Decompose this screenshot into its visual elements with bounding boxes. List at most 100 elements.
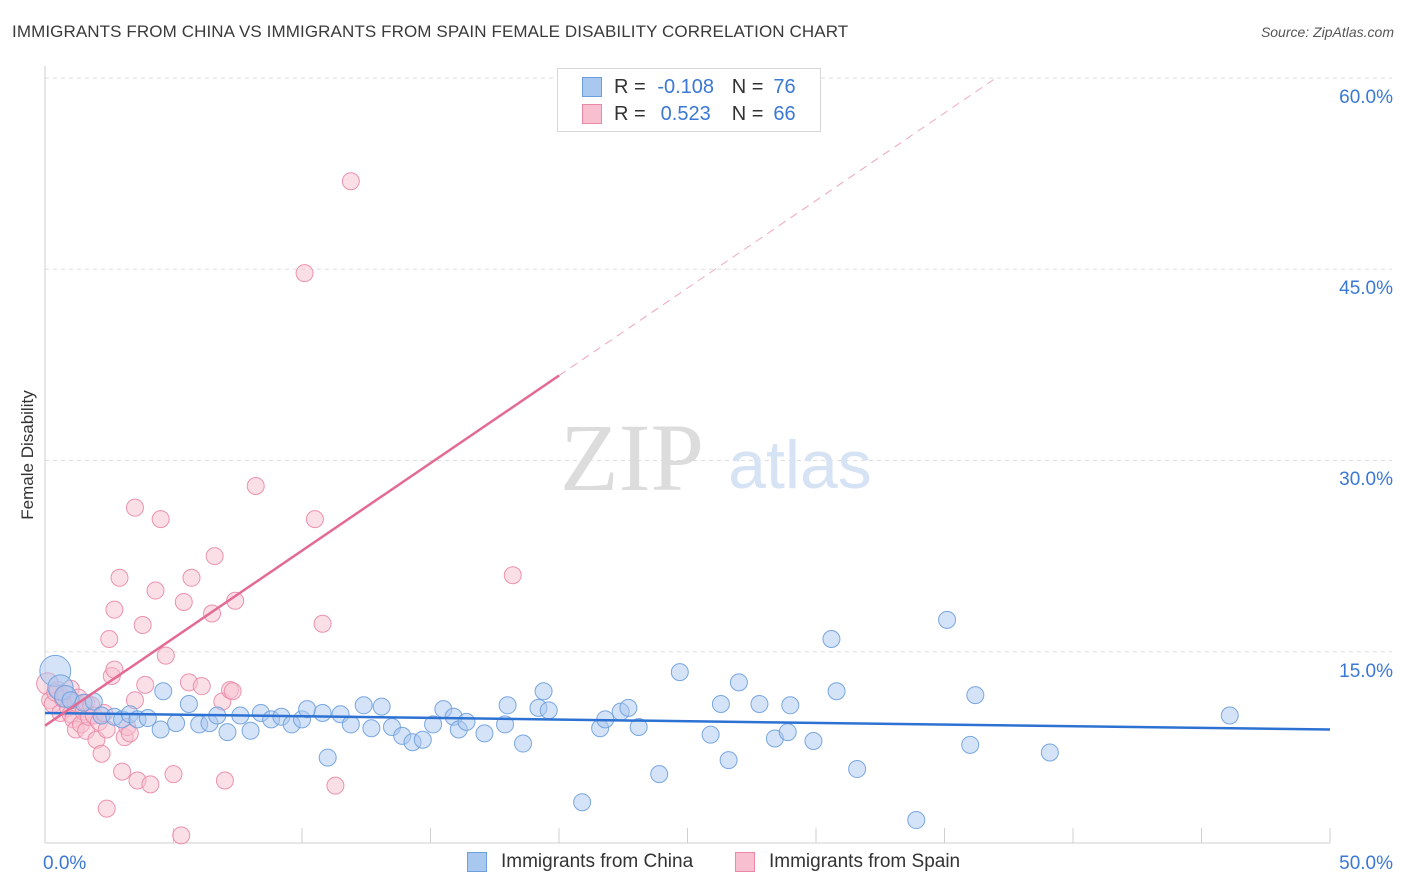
spain-point-41: [141, 775, 160, 794]
china-point-31: [341, 715, 360, 734]
spain-point-44: [156, 646, 175, 665]
china-point-28: [313, 703, 332, 722]
china-point-51: [573, 793, 592, 812]
legend-n-label-spain: N =: [731, 102, 764, 125]
china-point-55: [619, 698, 638, 717]
china-point-68: [822, 630, 841, 648]
china-point-71: [907, 811, 926, 830]
bottom-legend-swatch-spain: [735, 852, 755, 872]
legend-n-label-china: N =: [731, 75, 764, 98]
legend-r-value-spain: 0.523: [660, 102, 711, 125]
x-tick-min: 0.0%: [43, 853, 87, 874]
china-point-14: [167, 714, 186, 733]
spain-point-60: [305, 510, 324, 529]
bottom-legend-label-spain: Immigrants from Spain: [769, 851, 961, 872]
china-point-61: [719, 751, 738, 770]
spain-point-64: [503, 566, 522, 585]
china-point-32: [354, 696, 373, 715]
spain-point-43: [151, 510, 170, 529]
spain-point-31: [110, 568, 129, 587]
china-point-57: [650, 765, 669, 784]
chart-title: IMMIGRANTS FROM CHINA VS IMMIGRANTS FROM…: [12, 22, 849, 41]
spain-point-24: [92, 744, 111, 763]
bottom-legend-swatch-china: [467, 852, 487, 872]
china-point-43: [457, 712, 476, 731]
china-point-75: [1040, 743, 1059, 762]
spain-point-45: [164, 765, 183, 784]
spain-point-62: [326, 776, 345, 795]
y-tick-45: 45.0%: [1339, 278, 1393, 299]
spain-point-35: [120, 724, 139, 743]
china-point-49: [534, 682, 553, 701]
china-point-19: [218, 723, 237, 742]
china-point-15: [179, 695, 198, 714]
china-point-67: [804, 732, 823, 750]
china-point-76: [1220, 706, 1239, 725]
spain-point-61: [313, 614, 332, 633]
spain-point-27: [100, 630, 119, 648]
china-point-62: [729, 673, 748, 692]
spain-point-47: [174, 593, 193, 612]
legend-swatch-china: [582, 77, 602, 97]
china-point-65: [778, 723, 797, 742]
bottom-legend-spain: Immigrants from Spain: [735, 851, 960, 873]
x-tick-max: 50.0%: [1339, 853, 1393, 874]
y-tick-60: 60.0%: [1339, 87, 1393, 108]
china-point-47: [514, 734, 533, 753]
spain-point-49: [182, 568, 201, 587]
legend-row-china: R = -0.108 N = 76: [582, 75, 796, 99]
china-point-46: [498, 696, 517, 715]
trend-lines: [44, 77, 1331, 731]
china-point-44: [475, 724, 494, 743]
spain-point-65: [97, 799, 116, 818]
spain-point-39: [133, 615, 152, 634]
y-tick-30: 30.0%: [1339, 469, 1393, 490]
china-point-69: [827, 682, 846, 701]
legend-n-value-china: 76: [773, 75, 796, 98]
china-point-72: [938, 610, 957, 629]
trend-line-china: [44, 711, 1331, 731]
spain-point-59: [295, 264, 314, 283]
bottom-legend-label-china: Immigrants from China: [501, 851, 694, 872]
china-point-59: [701, 725, 720, 744]
source-label: Source: ZipAtlas.com: [1260, 24, 1394, 40]
spain-point-56: [223, 682, 242, 701]
china-point-33: [362, 719, 381, 738]
series-china-points: [39, 610, 1239, 830]
china-point-38: [413, 730, 432, 749]
spain-point-50: [192, 677, 211, 696]
correlation-legend: R = -0.108 N = 76 R = 0.523 N = 66: [557, 68, 821, 132]
china-point-70: [848, 760, 867, 779]
legend-row-spain: R = 0.523 N = 66: [582, 102, 796, 126]
spain-point-30: [105, 600, 124, 619]
legend-n-value-spain: 66: [773, 102, 796, 125]
spain-point-63: [341, 172, 360, 191]
china-point-50: [539, 701, 558, 720]
spain-point-46: [172, 826, 191, 845]
china-point-58: [670, 663, 689, 682]
watermark-zip: ZIP: [560, 404, 704, 511]
china-point-34: [372, 697, 391, 716]
china-point-13: [154, 682, 173, 701]
trend-line-spain-extension: [558, 77, 997, 377]
china-point-73: [961, 735, 980, 754]
trend-line-spain: [44, 374, 560, 727]
watermark-atlas: atlas: [728, 427, 872, 503]
legend-r-value-china: -0.108: [657, 75, 715, 98]
china-point-39: [424, 715, 443, 734]
spain-point-32: [113, 762, 132, 781]
series-spain-points: [36, 172, 522, 845]
spain-point-58: [246, 477, 265, 495]
y-tick-15: 15.0%: [1339, 661, 1393, 682]
bottom-legend-china: Immigrants from China: [467, 851, 693, 873]
spain-point-37: [125, 498, 144, 517]
legend-r-label-china: R =: [614, 75, 646, 98]
china-point-74: [966, 686, 985, 705]
china-point-12: [151, 720, 170, 739]
spain-point-52: [205, 547, 224, 566]
spain-point-54: [215, 771, 234, 790]
china-point-63: [750, 695, 769, 714]
spain-point-42: [146, 581, 165, 600]
china-point-56: [629, 717, 648, 736]
